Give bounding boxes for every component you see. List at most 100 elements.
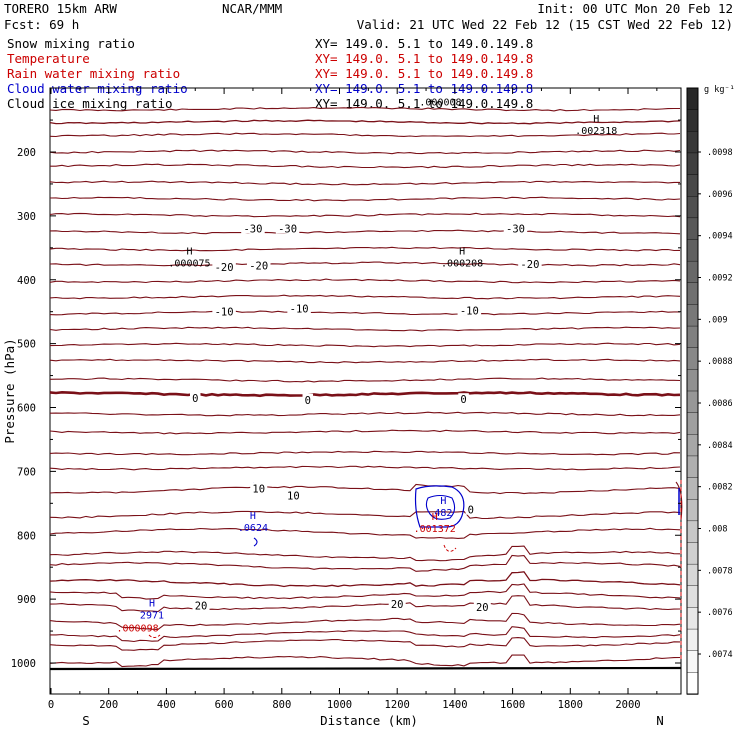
extremum-value: .000008 xyxy=(419,98,461,109)
extremum-symbol: H xyxy=(459,247,465,258)
temperature-contour-line xyxy=(49,583,681,600)
temperature-label: 10 xyxy=(252,484,265,496)
field-rain: Rain water mixing ratio xyxy=(7,66,180,81)
temperature-contour-line xyxy=(49,545,681,562)
temperature-contour-line xyxy=(49,261,681,267)
y-tick-label: 600 xyxy=(17,403,36,415)
temperature-contour-line xyxy=(49,612,681,630)
temperature-label-bg xyxy=(458,393,469,405)
temperature-contour-line xyxy=(49,450,681,456)
y-tick-label: 800 xyxy=(17,530,36,542)
extremum-value: .000098 xyxy=(116,623,158,634)
colorbar-frame xyxy=(686,87,699,695)
extremum-value: .0624 xyxy=(238,523,268,534)
extremum-value: .002318 xyxy=(575,126,617,137)
y-tick-label: 700 xyxy=(17,466,36,478)
colorbar-tick-label: .0094 xyxy=(707,232,733,242)
temperature-label-bg xyxy=(388,598,406,610)
x-tick-label: 0 xyxy=(48,699,54,711)
colorbar-swatch xyxy=(686,347,699,371)
colorbar-tick-label: .0092 xyxy=(707,274,733,284)
temperature-contour-line xyxy=(50,163,681,169)
y-tick-label: 900 xyxy=(17,594,36,606)
temperature-contour-line xyxy=(49,429,681,435)
temperature-contour-line xyxy=(49,483,681,495)
extremum-symbol: H xyxy=(250,511,256,522)
colorbar-swatch xyxy=(686,477,699,500)
temperature-contour-line xyxy=(49,310,680,316)
temperature-label-bg xyxy=(241,222,265,234)
y-tick-label: 300 xyxy=(17,211,36,223)
extremum-symbol: H xyxy=(432,512,438,523)
temperature-contour-line xyxy=(49,132,681,138)
colorbar-swatch xyxy=(686,282,699,306)
field-top-xy: XY= 149.0. 5.1 to 149.0.149.8 xyxy=(315,36,533,51)
colorbar: .0098 .0096 .0094 .0092 .009 .0088 .0086 .0084.… xyxy=(686,87,733,695)
field-temperature: Temperature xyxy=(7,51,90,66)
extrema-labels: H.002318H.000075H.000208H.0624H482H.0013… xyxy=(116,98,617,635)
y-tick-label: 500 xyxy=(17,339,36,351)
extremum-symbol: H xyxy=(440,496,446,507)
colorbar-tick-label: .0082 xyxy=(707,483,733,493)
x-tick-label: 1600 xyxy=(500,699,525,711)
field-snow: Snow mixing ratio xyxy=(7,36,135,51)
colorbar-swatch xyxy=(686,499,699,522)
temperature-label-bg xyxy=(465,503,477,515)
temperature-label: 0 xyxy=(460,394,466,406)
temperature-label: 20 xyxy=(195,601,208,613)
colorbar-swatch xyxy=(686,196,699,219)
temperature-contour-line xyxy=(49,358,681,364)
y-axis-title: Pressure (hPa) xyxy=(2,338,17,443)
colorbar-swatch xyxy=(686,260,699,284)
rain-water-contour xyxy=(148,634,161,638)
temperature-label: 0 xyxy=(192,393,198,405)
field-cloud-ice-xy: XY= 149.0. 5.1 to 149.0.149.8 xyxy=(315,96,533,111)
colorbar-swatch xyxy=(686,131,699,154)
temperature-contour-line xyxy=(49,595,681,613)
temperature-label: 20 xyxy=(391,599,404,611)
temperature-contour-line xyxy=(49,180,680,186)
extremum-symbol: H xyxy=(186,247,192,258)
forecast-hour: Fcst: 69 h xyxy=(4,17,79,32)
rain-water-contours xyxy=(148,480,682,660)
temperature-label: -30 xyxy=(278,224,297,236)
temperature-contour-line xyxy=(50,626,681,643)
colorbar-swatch xyxy=(686,672,699,695)
x-tick-label: 1800 xyxy=(558,699,583,711)
temperature-contour-line xyxy=(49,510,681,520)
colorbar-swatch xyxy=(686,650,699,674)
temperature-label: -30 xyxy=(243,224,262,236)
cloud-water-contour xyxy=(425,494,456,520)
end-label-south: S xyxy=(82,713,90,728)
plot-frame xyxy=(49,87,682,695)
colorbar-unit: g kg⁻¹ xyxy=(704,85,735,95)
surface-line xyxy=(49,666,682,671)
field-rain-xy: XY= 149.0. 5.1 to 149.0.149.8 xyxy=(315,66,533,81)
temperature-label-bg xyxy=(246,259,271,271)
x-tick-label: 600 xyxy=(215,699,234,711)
x-tick-label: 800 xyxy=(272,699,291,711)
colorbar-swatch xyxy=(686,174,699,197)
x-tick-label: 2000 xyxy=(615,699,640,711)
x-tick-label: 1200 xyxy=(385,699,410,711)
extremum-symbol: H xyxy=(593,114,599,125)
colorbar-swatch xyxy=(686,390,699,414)
temperature-label: -20 xyxy=(520,259,539,271)
temperature-contour-line xyxy=(49,326,681,332)
temperature-label: -20 xyxy=(249,261,268,273)
temperature-label-bg xyxy=(287,302,311,314)
x-axis: 0 200 400 600 800 1000 1200 1400 1600 1800 2000 xyxy=(48,88,658,711)
temperature-contour-line xyxy=(49,294,681,300)
colorbar-tick-label: .0088 xyxy=(707,357,733,367)
colorbar-swatch xyxy=(686,304,699,327)
temperature-contour-line xyxy=(49,637,681,651)
temperature-label: 10 xyxy=(287,491,300,503)
temperature-contour-line xyxy=(49,527,681,539)
temperature-label-bg xyxy=(212,260,236,272)
temperature-contour-line xyxy=(49,212,681,218)
y-tick-label: 1000 xyxy=(11,658,36,670)
temperature-label-bg xyxy=(284,489,302,501)
temperature-label-bg xyxy=(212,305,236,317)
colorbar-tick-label: .0086 xyxy=(707,399,733,409)
